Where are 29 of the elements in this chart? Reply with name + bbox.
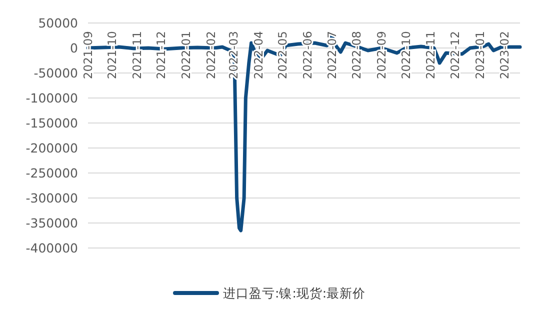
x-tick-label: 2023-02 [498, 31, 512, 80]
x-tick-label: 2022-12 [448, 31, 462, 80]
y-tick-label: -150000 [26, 115, 78, 130]
y-tick-label: 0 [70, 40, 78, 56]
y-tick-label: -300000 [26, 190, 78, 206]
legend-label: 进口盈亏:镍:现货:最新价 [223, 285, 366, 300]
x-tick-label: 2022-10 [398, 31, 413, 80]
x-tick-label: 2022-11 [424, 31, 438, 80]
y-tick-label: -100000 [26, 90, 78, 106]
y-tick-label: -400000 [26, 240, 78, 256]
x-tick-label: 2023-01 [472, 31, 487, 80]
x-tick-label: 2022-04 [252, 31, 266, 80]
x-tick-label: 2021-09 [81, 31, 96, 80]
x-tick-label: 2022-01 [179, 31, 194, 80]
x-tick-label: 2022-07 [324, 31, 339, 80]
x-tick-label: 2022-05 [276, 31, 290, 80]
y-tick-label: -250000 [26, 165, 78, 180]
x-tick-label: 2022-08 [350, 31, 364, 80]
x-tick-label: 2021-12 [154, 31, 168, 80]
y-tick-label: -50000 [34, 65, 78, 80]
x-tick-label: 2022-02 [204, 31, 218, 80]
y-tick-label: -200000 [26, 140, 78, 156]
x-tick-label: 2022-06 [300, 31, 315, 80]
x-tick-label: 2022-03 [226, 31, 241, 80]
y-tick-label: 50000 [38, 15, 78, 30]
x-tick-label: 2021-10 [105, 31, 120, 80]
x-tick-label: 2021-11 [130, 31, 144, 80]
x-tick-label: 2022-09 [374, 31, 389, 80]
y-tick-label: -350000 [26, 215, 78, 230]
